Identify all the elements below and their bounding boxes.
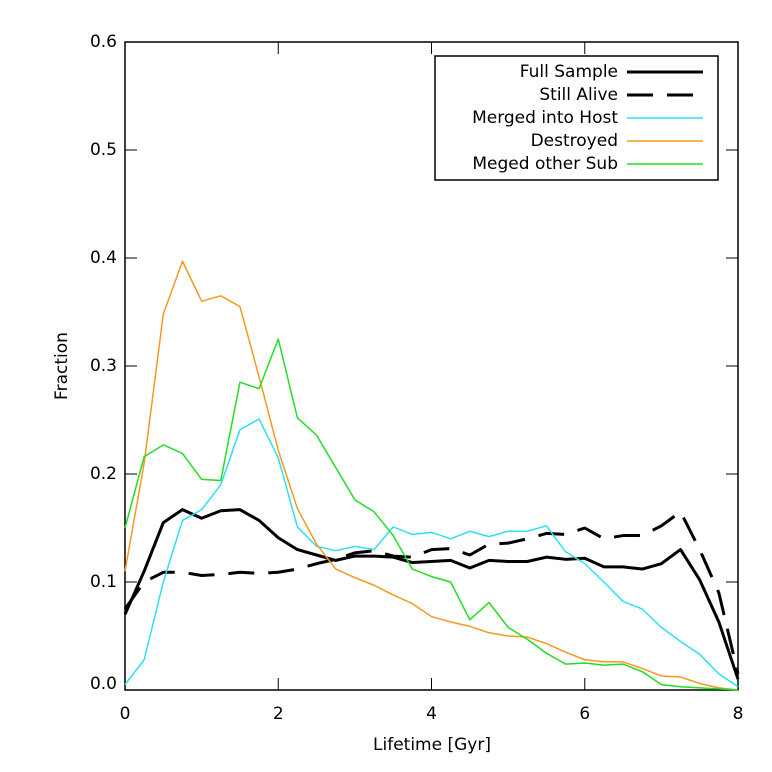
y-tick-label: 0.5 [90, 140, 117, 160]
y-tick-label: 0.1 [90, 572, 117, 592]
x-tick-label: 6 [579, 704, 590, 724]
series-line [124, 418, 739, 688]
y-tick-label: 0.3 [90, 356, 117, 376]
x-tick-label: 0 [120, 704, 131, 724]
y-tick-label: 0.2 [90, 464, 117, 484]
legend-label: Still Alive [539, 85, 618, 105]
legend-label: Full Sample [520, 62, 618, 82]
y-tick-label: 0.6 [90, 32, 117, 52]
x-tick-label: 8 [733, 704, 744, 724]
legend-label: Meged other Sub [472, 154, 618, 174]
series-line [123, 508, 740, 680]
x-axis-label: Lifetime [Gyr] [373, 735, 491, 755]
x-tick-label: 2 [273, 704, 284, 724]
y-axis-label: Fraction [52, 332, 72, 400]
x-tick-label: 4 [426, 704, 437, 724]
legend-label: Destroyed [531, 131, 618, 151]
y-tick-label: 0.0 [90, 674, 117, 694]
legend-box [434, 55, 719, 181]
series-line [124, 260, 739, 691]
legend-label: Merged into Host [472, 108, 618, 128]
series-line [124, 338, 739, 691]
y-tick-label: 0.4 [90, 248, 117, 268]
series-line [123, 510, 740, 675]
